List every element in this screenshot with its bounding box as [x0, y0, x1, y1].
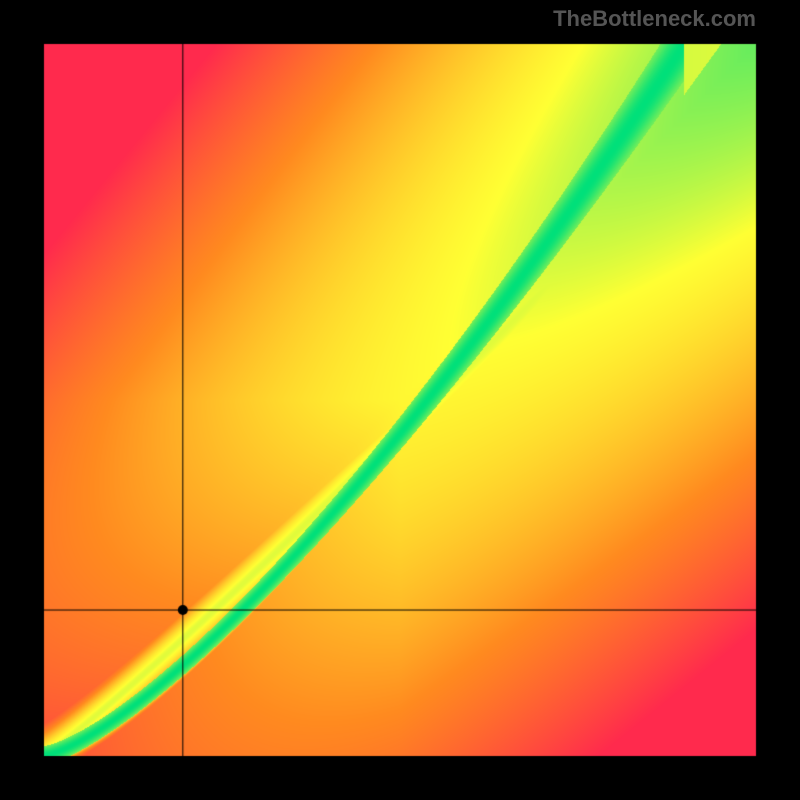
- chart-container: TheBottleneck.com: [0, 0, 800, 800]
- watermark-text: TheBottleneck.com: [553, 6, 756, 32]
- bottleneck-heatmap: [0, 0, 800, 800]
